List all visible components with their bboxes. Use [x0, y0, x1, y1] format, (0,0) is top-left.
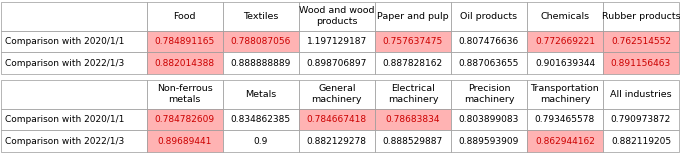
Text: 0.888888889: 0.888888889: [231, 59, 291, 68]
Text: Oil products: Oil products: [460, 12, 517, 21]
Bar: [147, 109, 223, 130]
Text: Paper and pulp: Paper and pulp: [377, 12, 449, 21]
Bar: [451, 109, 527, 130]
Text: 0.89689441: 0.89689441: [158, 137, 212, 146]
Text: 0.887828162: 0.887828162: [383, 59, 443, 68]
Bar: [147, 31, 223, 52]
Bar: [299, 2, 375, 31]
Bar: [451, 2, 527, 31]
Bar: [603, 130, 679, 152]
Bar: [527, 130, 603, 152]
Text: 0.784667418: 0.784667418: [307, 115, 367, 124]
Text: Electrical
machinery: Electrical machinery: [388, 84, 438, 104]
Bar: [375, 2, 451, 31]
Bar: [147, 2, 223, 31]
Text: 0.9: 0.9: [254, 137, 268, 146]
Text: 0.784891165: 0.784891165: [154, 37, 215, 46]
Text: 0.788087056: 0.788087056: [231, 37, 291, 46]
Text: 0.901639344: 0.901639344: [535, 59, 595, 68]
Bar: [1, 80, 147, 109]
Text: 0.889593909: 0.889593909: [459, 137, 519, 146]
Text: 0.882129278: 0.882129278: [307, 137, 367, 146]
Bar: [451, 31, 527, 52]
Bar: [1, 2, 147, 31]
Bar: [223, 80, 299, 109]
Bar: [223, 52, 299, 74]
Text: 0.790973872: 0.790973872: [611, 115, 671, 124]
Bar: [375, 80, 451, 109]
Bar: [527, 109, 603, 130]
Bar: [527, 2, 603, 31]
Bar: [603, 109, 679, 130]
Text: 1.197129187: 1.197129187: [307, 37, 367, 46]
Text: 0.762514552: 0.762514552: [611, 37, 671, 46]
Bar: [603, 2, 679, 31]
Bar: [451, 130, 527, 152]
Bar: [147, 52, 223, 74]
Text: 0.882119205: 0.882119205: [611, 137, 671, 146]
Bar: [527, 80, 603, 109]
Text: 0.862944162: 0.862944162: [535, 137, 595, 146]
Bar: [1, 130, 147, 152]
Bar: [527, 31, 603, 52]
Text: 0.807476636: 0.807476636: [459, 37, 519, 46]
Text: 0.834862385: 0.834862385: [231, 115, 291, 124]
Text: Comparison with 2020/1/1: Comparison with 2020/1/1: [5, 115, 124, 124]
Bar: [147, 130, 223, 152]
Text: 0.78683834: 0.78683834: [386, 115, 440, 124]
Bar: [527, 52, 603, 74]
Bar: [1, 109, 147, 130]
Bar: [223, 109, 299, 130]
Text: General
machinery: General machinery: [311, 84, 362, 104]
Bar: [147, 80, 223, 109]
Bar: [1, 31, 147, 52]
Bar: [1, 52, 147, 74]
Bar: [603, 80, 679, 109]
Text: 0.803899083: 0.803899083: [459, 115, 519, 124]
Bar: [451, 52, 527, 74]
Text: 0.887063655: 0.887063655: [459, 59, 519, 68]
Bar: [451, 80, 527, 109]
Bar: [299, 130, 375, 152]
Bar: [375, 31, 451, 52]
Text: Non-ferrous
metals: Non-ferrous metals: [157, 84, 213, 104]
Bar: [223, 2, 299, 31]
Bar: [375, 52, 451, 74]
Bar: [299, 80, 375, 109]
Text: Comparison with 2022/1/3: Comparison with 2022/1/3: [5, 59, 124, 68]
Bar: [603, 52, 679, 74]
Text: Rubber products: Rubber products: [602, 12, 680, 21]
Bar: [375, 109, 451, 130]
Text: 0.793465578: 0.793465578: [535, 115, 595, 124]
Text: 0.891156463: 0.891156463: [611, 59, 671, 68]
Text: 0.784782609: 0.784782609: [155, 115, 215, 124]
Text: Comparison with 2020/1/1: Comparison with 2020/1/1: [5, 37, 124, 46]
Bar: [375, 130, 451, 152]
Text: 0.772669221: 0.772669221: [535, 37, 595, 46]
Bar: [603, 31, 679, 52]
Text: Wood and wood
products: Wood and wood products: [299, 6, 375, 26]
Text: Food: Food: [173, 12, 196, 21]
Bar: [223, 130, 299, 152]
Text: Transportation
machinery: Transportation machinery: [530, 84, 599, 104]
Text: Metals: Metals: [245, 90, 277, 99]
Bar: [299, 109, 375, 130]
Text: Comparison with 2022/1/3: Comparison with 2022/1/3: [5, 137, 124, 146]
Bar: [0, 68, 680, 76]
Text: Precision
machinery: Precision machinery: [464, 84, 514, 104]
Text: 0.898706897: 0.898706897: [307, 59, 367, 68]
Text: Chemicals: Chemicals: [541, 12, 590, 21]
Text: All industries: All industries: [610, 90, 672, 99]
Text: 0.757637475: 0.757637475: [383, 37, 443, 46]
Bar: [299, 52, 375, 74]
Bar: [223, 31, 299, 52]
Text: Textiles: Textiles: [243, 12, 279, 21]
Text: 0.888529887: 0.888529887: [383, 137, 443, 146]
Bar: [299, 31, 375, 52]
Text: 0.882014388: 0.882014388: [155, 59, 215, 68]
